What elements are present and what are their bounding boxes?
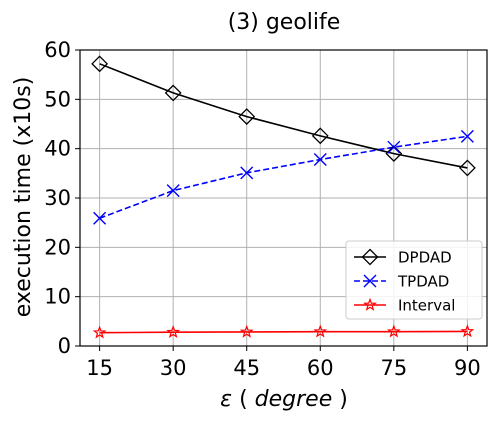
y-tick-label: 50 [44, 87, 71, 111]
chart-title: (3) geolife [228, 10, 341, 35]
x-tick-label: 15 [86, 356, 113, 380]
legend-marker-dpdad [361, 248, 379, 266]
data-point-dpdad [385, 145, 403, 163]
x-axis-label-open-paren: ( [239, 387, 248, 412]
series-line-tpdad [99, 135, 468, 219]
x-axis-ticks: 15 30 45 60 75 90 [86, 346, 481, 380]
y-tick-label: 30 [44, 186, 71, 210]
legend-label-tpdad: TPDAD [397, 273, 449, 291]
x-tick-label: 75 [380, 356, 407, 380]
x-axis-label-unit: degree [255, 387, 333, 412]
data-point-interval [239, 324, 254, 338]
data-point-tpdad [313, 153, 327, 167]
series-lines [99, 63, 468, 334]
legend: DPDAD TPDAD Interval [345, 240, 483, 320]
y-tick-label: 10 [44, 285, 71, 309]
legend-label-interval: Interval [398, 297, 455, 315]
y-tick-label: 20 [44, 235, 71, 259]
x-axis-label-symbol: ε [220, 387, 232, 412]
data-point-interval [166, 324, 181, 339]
data-point-dpdad [238, 108, 256, 126]
legend-marker-tpdad [363, 274, 377, 288]
data-point-dpdad [458, 159, 476, 177]
y-axis-ticks: 0 10 20 30 40 50 60 [44, 38, 80, 358]
data-point-dpdad [164, 84, 182, 102]
x-tick-label: 60 [307, 356, 334, 380]
legend-label-dpdad: DPDAD [398, 249, 452, 267]
data-point-dpdad [311, 127, 329, 145]
data-point-interval [460, 324, 475, 338]
x-tick-label: 45 [233, 356, 260, 380]
data-point-tpdad [166, 184, 180, 198]
x-tick-label: 90 [454, 356, 481, 380]
x-axis-label-close-paren: ) [339, 387, 348, 412]
data-point-interval [313, 324, 328, 338]
y-tick-label: 0 [58, 334, 71, 358]
y-tick-label: 40 [44, 137, 71, 161]
y-tick-label: 60 [44, 38, 71, 62]
legend-marker-interval [363, 297, 377, 311]
data-point-interval [92, 325, 107, 339]
data-point-tpdad [460, 129, 474, 143]
y-axis-label: execution time (x10s) [11, 77, 36, 318]
series-line-interval [99, 330, 468, 334]
data-point-tpdad [93, 211, 107, 225]
series-markers [91, 55, 476, 339]
data-point-tpdad [240, 166, 254, 180]
data-point-tpdad [387, 140, 401, 154]
legend-box [345, 240, 483, 320]
x-tick-label: 30 [160, 356, 187, 380]
x-axis-label: ε ( degree ) [220, 387, 348, 412]
series-line-dpdad [99, 63, 468, 169]
data-point-interval [386, 324, 401, 338]
data-point-dpdad [91, 55, 109, 73]
